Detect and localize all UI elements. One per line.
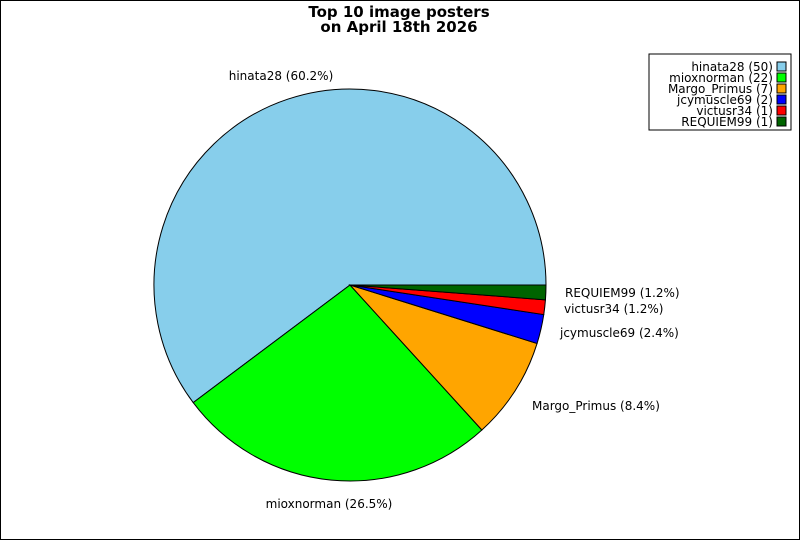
legend-swatch-jcymuscle69 bbox=[776, 94, 787, 105]
legend-box bbox=[648, 53, 792, 131]
slice-label-hinata28: hinata28 (60.2%) bbox=[229, 69, 334, 83]
legend-label-requiem99: REQUIEM99 (1) bbox=[681, 115, 773, 129]
legend-swatch-victusr34 bbox=[776, 105, 787, 116]
pie-slices bbox=[153, 88, 547, 482]
legend: hinata28 (50)mioxnorman (22)Margo_Primus… bbox=[648, 53, 792, 131]
legend-label-victusr34: victusr34 (1) bbox=[696, 104, 773, 118]
slice-label-requiem99: REQUIEM99 (1.2%) bbox=[565, 286, 680, 300]
legend-swatch-hinata28 bbox=[776, 61, 787, 72]
legend-swatch-mioxnorman bbox=[776, 72, 787, 83]
slice-labels: hinata28 (60.2%) mioxnorman (26.5%) Margo_… bbox=[229, 69, 680, 511]
pie-slice-hinata28 bbox=[153, 88, 547, 404]
legend-label-jcymuscle69: jcymuscle69 (2) bbox=[676, 93, 773, 107]
slice-label-mioxnorman: mioxnorman (26.5%) bbox=[266, 497, 393, 511]
pie-slice-margo-primus bbox=[348, 283, 538, 431]
legend-label-hinata28: hinata28 (50) bbox=[691, 60, 773, 74]
legend-label-margo-primus: Margo_Primus (7) bbox=[668, 82, 773, 96]
legend-swatch-margo-primus bbox=[776, 83, 787, 94]
legend-swatch-requiem99 bbox=[776, 116, 787, 127]
slice-label-jcymuscle69: jcymuscle69 (2.4%) bbox=[559, 326, 679, 340]
pie-slice-requiem99 bbox=[349, 284, 547, 301]
chart-title-line-2: on April 18th 2026 bbox=[320, 18, 477, 36]
slice-label-victusr34: victusr34 (1.2%) bbox=[564, 302, 663, 316]
chart-title-line-1: Top 10 image posters bbox=[308, 3, 489, 21]
slice-label-margo-primus: Margo_Primus (8.4%) bbox=[532, 399, 660, 413]
legend-label-mioxnorman: mioxnorman (22) bbox=[669, 71, 773, 85]
pie-slice-mioxnorman bbox=[192, 284, 483, 482]
